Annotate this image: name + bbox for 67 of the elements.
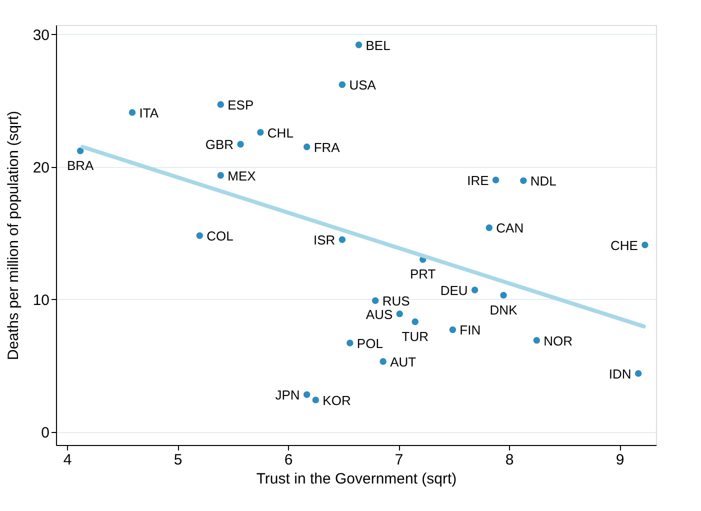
x-tick-label: 4 [63,452,72,468]
y-tick-label: 30 [32,26,50,44]
data-label: TUR [402,328,428,344]
point [128,109,136,116]
data-label: ESP [228,97,254,112]
x-tick-label: 7 [394,452,404,468]
point [520,177,527,184]
data-label: RUS [382,294,410,309]
y-tick-label: 20 [32,159,50,176]
data-label: FIN [460,322,481,338]
y-tick-label: 10 [32,292,50,309]
point [492,176,500,184]
data-label: MEX [228,168,256,184]
point [380,358,386,365]
data-label: BEL [366,38,390,53]
point [396,310,403,318]
point [303,144,310,150]
data-label: CHL [267,125,294,140]
point [257,128,264,136]
data-label: AUT [390,354,416,370]
x-tick-label: 6 [284,452,293,468]
data-label: POL [356,336,383,351]
data-label: CAN [496,220,524,236]
data-label: COL [206,228,234,244]
x-axis-title: Trust in the Government (sqrt) [256,470,457,488]
data-label: USA [349,78,376,93]
data-label: GBR [205,137,234,152]
point [412,318,418,326]
point [303,391,310,398]
point [355,42,362,48]
point [372,297,379,304]
point [312,396,320,404]
point [486,224,493,232]
data-label: CHE [610,238,638,253]
point [217,172,224,179]
data-label: JPN [275,388,300,403]
data-label: IRE [467,173,490,188]
x-tick-label: 9 [616,452,624,468]
data-label: FRA [314,140,340,155]
data-label: NOR [544,333,573,348]
data-label: DNK [490,302,518,318]
point [338,81,346,88]
point [642,242,648,248]
point [346,340,354,346]
y-axis-title: Deaths per million of population (sqrt) [4,110,22,360]
point [634,370,642,377]
data-label: KOR [322,392,351,408]
data-label: ISR [314,232,336,248]
point [449,326,456,334]
data-label: ITA [139,105,159,120]
x-tick-label: 8 [505,452,514,468]
data-label: BRA [66,158,94,173]
data-label: DEU [440,282,468,298]
data-label: PRT [410,266,436,282]
point [237,140,244,148]
point [76,148,84,154]
data-label: AUS [366,306,393,322]
data-label: NDL [530,174,556,189]
data-label: IDN [608,366,632,382]
point [471,286,478,294]
y-tick-label: 0 [41,424,50,442]
x-tick-label: 5 [174,452,182,468]
point [196,232,203,240]
point [500,292,507,299]
point [338,236,346,243]
point [533,336,540,344]
point [217,101,224,108]
